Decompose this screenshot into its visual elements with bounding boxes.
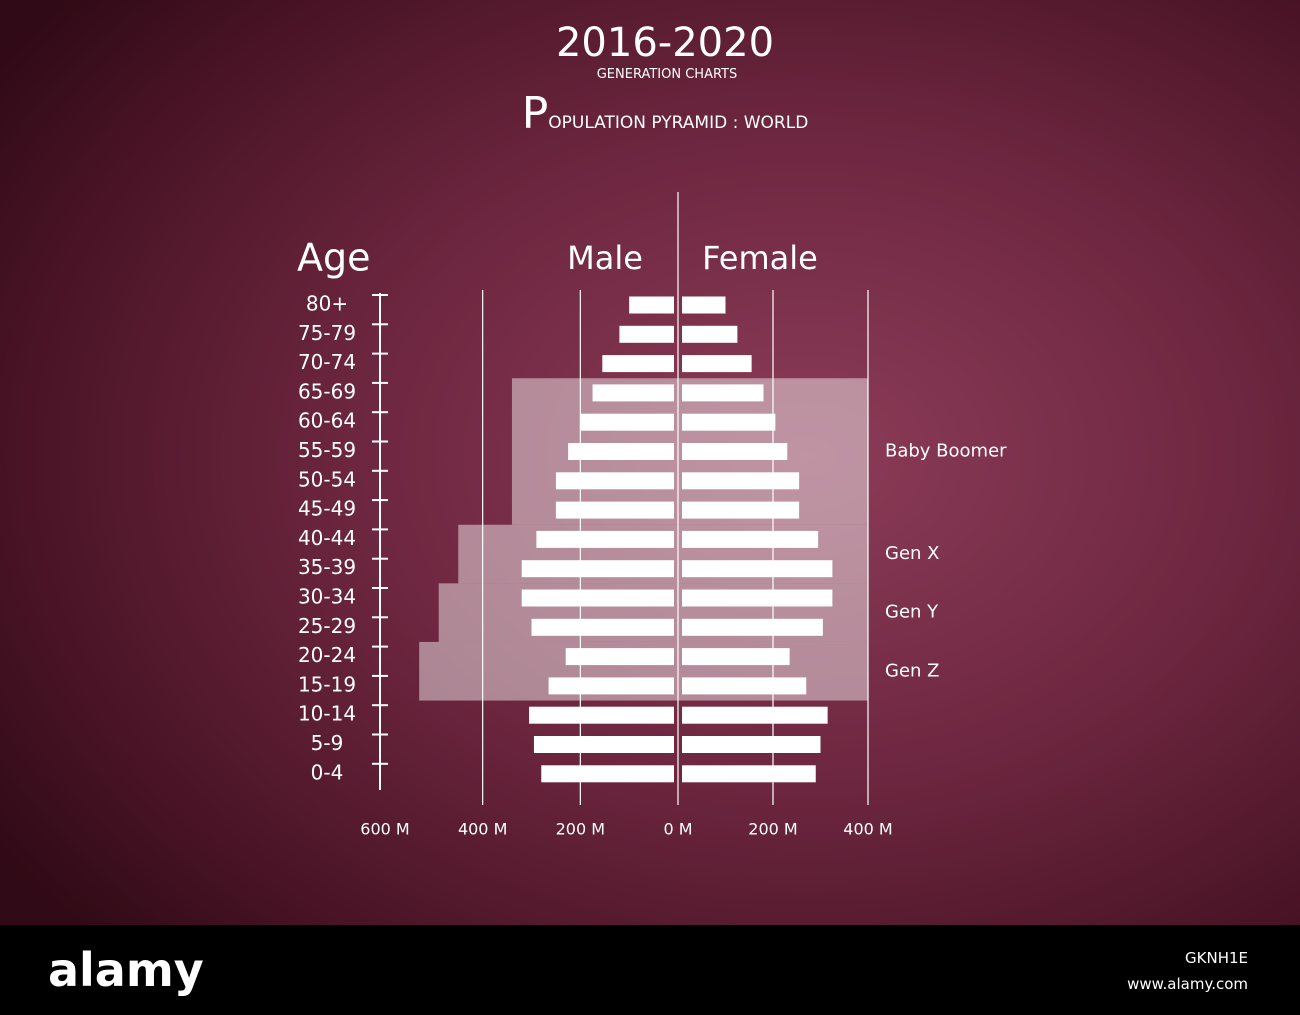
- x-tick-label: 200 M: [748, 820, 797, 839]
- bar-female: [682, 472, 800, 490]
- x-tick-label: 600 M: [360, 820, 409, 839]
- legend-male: Male: [567, 239, 643, 277]
- y-tick-label: 60-64: [298, 409, 356, 433]
- bar-male: [619, 325, 674, 343]
- bar-male: [541, 765, 674, 783]
- bar-male: [536, 530, 674, 548]
- band-label: Baby Boomer: [885, 441, 1007, 462]
- bar-female: [682, 648, 790, 666]
- bar-male: [529, 706, 674, 724]
- band-label: Gen X: [885, 543, 939, 564]
- y-tick-label: 55-59: [298, 438, 356, 462]
- band-label: Gen Y: [885, 602, 939, 623]
- legend-female: Female: [702, 239, 818, 277]
- footer-logo: alamy: [48, 943, 204, 997]
- y-tick-label: 30-34: [298, 585, 356, 609]
- bar-male: [521, 560, 674, 578]
- bar-male: [629, 296, 674, 314]
- bar-male: [521, 589, 674, 607]
- y-tick-label: 15-19: [298, 672, 356, 696]
- x-tick-label: 400 M: [843, 820, 892, 839]
- bar-female: [682, 560, 833, 578]
- bar-female: [682, 355, 752, 373]
- y-tick-label: 50-54: [298, 467, 356, 491]
- y-tick-label: 5-9: [311, 731, 344, 755]
- bar-female: [682, 706, 828, 724]
- bar-male: [580, 413, 674, 431]
- bar-male: [531, 618, 674, 636]
- bar-male: [555, 501, 674, 519]
- bar-female: [682, 325, 738, 343]
- y-tick-label: 25-29: [298, 614, 356, 638]
- x-tick-label: 400 M: [458, 820, 507, 839]
- y-tick-label: 75-79: [298, 321, 356, 345]
- bar-female: [682, 530, 819, 548]
- x-tick-label: 0 M: [663, 820, 692, 839]
- y-tick-label: 65-69: [298, 379, 356, 403]
- y-tick-label: 80+: [306, 292, 348, 316]
- y-tick-label: 40-44: [298, 526, 356, 550]
- chart-title: 2016-2020: [555, 20, 775, 66]
- bar-male: [592, 384, 674, 402]
- bar-female: [682, 296, 726, 314]
- bar-female: [682, 765, 816, 783]
- bar-female: [682, 384, 764, 402]
- chart-subtitle: GENERATION CHARTS: [596, 67, 738, 82]
- bar-male: [568, 443, 674, 460]
- footer-url: www.alamy.com: [1127, 975, 1248, 993]
- bar-male: [548, 677, 674, 695]
- bar-female: [682, 677, 807, 695]
- footer: alamy GKNH1E www.alamy.com: [0, 925, 1300, 1015]
- y-tick-label: 45-49: [298, 497, 356, 521]
- band-label: Gen Z: [885, 660, 939, 681]
- bar-female: [682, 736, 821, 753]
- y-tick-label: 10-14: [298, 702, 356, 726]
- bar-female: [682, 413, 776, 431]
- y-tick-label: 20-24: [298, 643, 356, 667]
- y-axis-label: Age: [297, 236, 371, 280]
- y-tick-label: 70-74: [298, 350, 356, 374]
- bar-male: [555, 472, 674, 490]
- chart-heading: POPULATION PYRAMID : WORLD: [521, 88, 809, 139]
- bar-female: [682, 589, 833, 607]
- y-tick-label: 0-4: [311, 760, 344, 784]
- bar-male: [533, 736, 674, 753]
- bar-female: [682, 618, 823, 636]
- bar-female: [682, 443, 788, 460]
- x-tick-label: 200 M: [556, 820, 605, 839]
- bar-male: [602, 355, 674, 373]
- bar-female: [682, 501, 800, 519]
- image-id: GKNH1E: [1185, 949, 1248, 967]
- y-tick-label: 35-39: [298, 555, 356, 579]
- chart: Age Male Female Baby Boomer Gen X Gen Y Gen…: [0, 0, 1300, 925]
- bar-male: [565, 648, 674, 666]
